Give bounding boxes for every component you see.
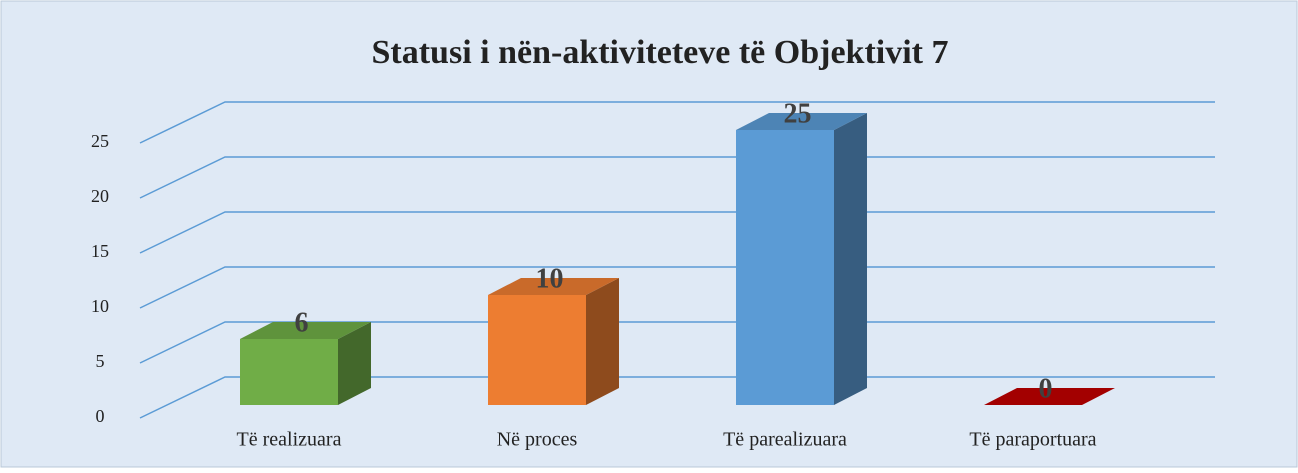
x-tick-label: Në proces xyxy=(497,429,578,451)
y-tick-label: 20 xyxy=(91,186,109,206)
bar-top xyxy=(240,322,371,339)
x-tick-label: Të paraportuara xyxy=(969,429,1096,451)
value-label: 10 xyxy=(536,263,564,294)
grid-line xyxy=(139,156,1215,199)
bar xyxy=(488,295,586,405)
value-label: 25 xyxy=(784,98,812,129)
x-tick-label: Të parealizuara xyxy=(723,429,847,451)
value-label: 6 xyxy=(295,307,309,338)
y-tick-label: 25 xyxy=(91,131,109,151)
chart-title: Statusi i nën-aktiviteteve të Objektivit… xyxy=(372,34,949,71)
y-tick-label: 10 xyxy=(91,296,109,316)
grid-line xyxy=(139,211,1215,254)
bar-side xyxy=(586,278,619,405)
bar-top xyxy=(984,388,1115,405)
y-tick-label: 5 xyxy=(96,351,105,371)
bar-top xyxy=(736,113,867,130)
bar xyxy=(240,339,338,405)
bar-top xyxy=(488,278,619,295)
grid-line xyxy=(139,376,1215,419)
bar-side xyxy=(834,113,867,405)
bar-side xyxy=(338,322,371,405)
grid-line xyxy=(139,101,1215,144)
y-tick-label: 15 xyxy=(91,241,109,261)
grid-line xyxy=(139,266,1215,309)
grid-line xyxy=(139,321,1215,364)
x-tick-label: Të realizuara xyxy=(237,429,342,451)
value-label: 0 xyxy=(1039,373,1053,404)
y-tick-label: 0 xyxy=(96,406,105,426)
bar xyxy=(736,130,834,405)
